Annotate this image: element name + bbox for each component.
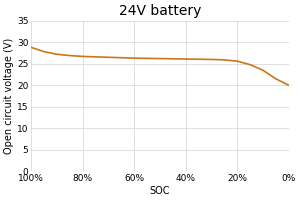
X-axis label: SOC: SOC bbox=[150, 186, 170, 196]
Y-axis label: Open circuit voltage (V): Open circuit voltage (V) bbox=[4, 38, 14, 154]
Title: 24V battery: 24V battery bbox=[119, 4, 201, 18]
